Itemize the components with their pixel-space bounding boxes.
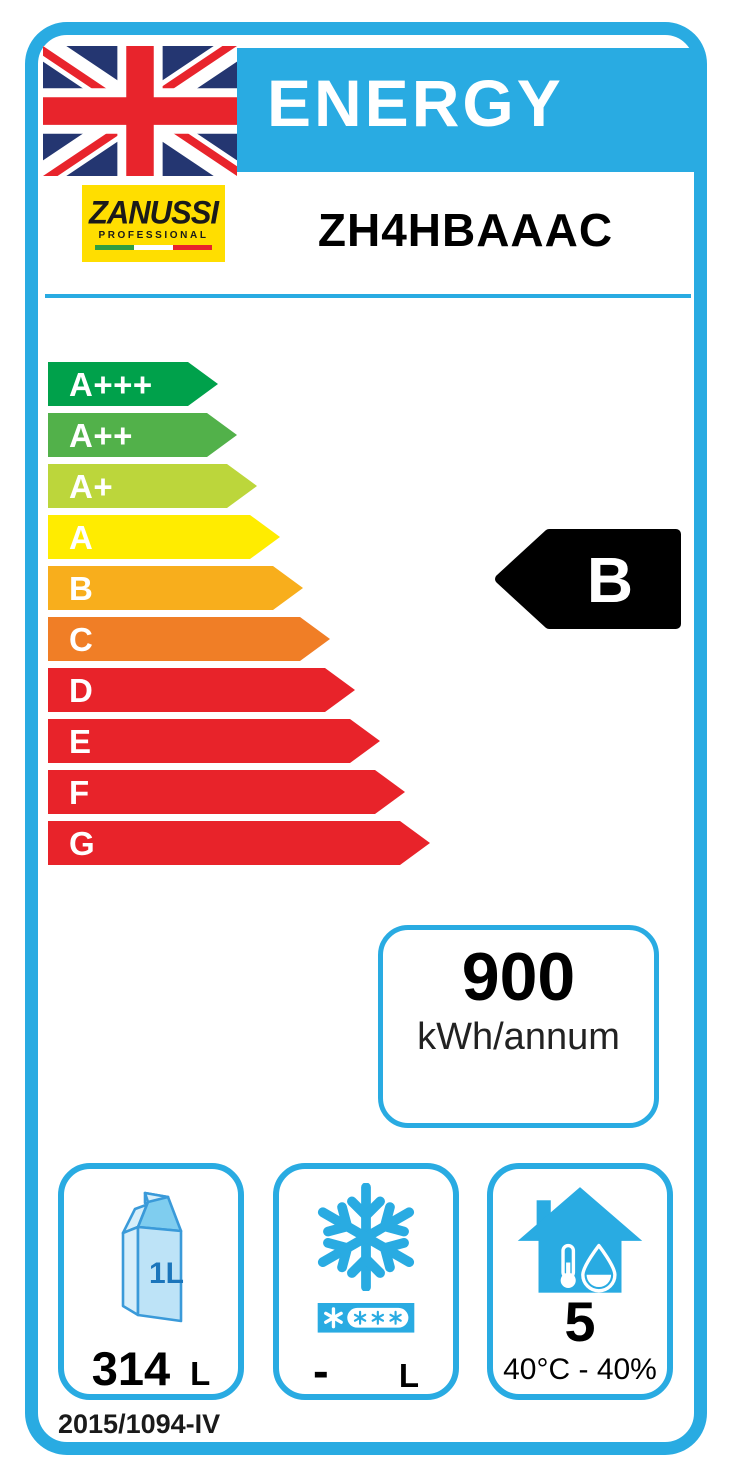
rating-scale-grade-label: D — [69, 671, 94, 709]
freezer-volume-value: - — [313, 1344, 329, 1397]
freezer-volume-box: - L — [273, 1163, 459, 1400]
brand-logo: ZANUSSI PROFESSIONAL — [82, 185, 225, 262]
rating-scale-grade-label: A+++ — [69, 365, 153, 403]
house-icon — [517, 1187, 643, 1293]
climate-class-box: 5 40°C - 40% — [487, 1163, 673, 1400]
energy-banner: ENERGY — [237, 48, 694, 172]
model-number: ZH4HBAAAC — [317, 204, 614, 256]
rating-scale-grade-label: F — [69, 773, 90, 811]
climate-condition: 40°C - 40% — [503, 1353, 657, 1387]
union-jack-flag-icon — [43, 46, 237, 176]
brand-subtitle: PROFESSIONAL — [98, 230, 209, 241]
carton-volume-label: 1L — [149, 1257, 184, 1290]
rating-scale-grade-label: A++ — [69, 416, 133, 454]
rating-scale-arrow-appp: A+++ — [48, 362, 218, 406]
rating-scale-grade-label: E — [69, 722, 92, 760]
rating-scale-arrow-app: A++ — [48, 413, 237, 457]
rating-scale-arrow-g: G — [48, 821, 430, 865]
rating-scale-grade-label: G — [69, 824, 96, 862]
header-divider — [45, 294, 691, 298]
regulation-reference: 2015/1094-IV — [58, 1409, 221, 1439]
rating-scale-arrow-a: A — [48, 515, 280, 559]
freezer-star-rating-icon — [317, 1303, 415, 1333]
rating-scale-grade-label: A — [69, 518, 94, 556]
rating-scale-arrow-b: B — [48, 566, 303, 610]
rating-scale-arrow-d: D — [48, 668, 355, 712]
energy-title: ENERGY — [267, 66, 564, 140]
italian-flag-stripe-icon — [94, 245, 213, 250]
rating-scale-arrow-f: F — [48, 770, 405, 814]
rating-scale-arrow-c: C — [48, 617, 330, 661]
milk-carton-icon: 1L — [121, 1191, 184, 1323]
rating-scale-arrow-ap: A+ — [48, 464, 257, 508]
energy-consumption-box: 900 kWh/annum — [378, 925, 659, 1128]
current-rating-arrow: B — [495, 529, 681, 629]
rating-scale-grade-label: C — [69, 620, 94, 658]
consumption-value: 900 — [461, 939, 576, 1015]
rating-scale-grade-label: A+ — [69, 467, 114, 505]
climate-class-value: 5 — [564, 1290, 596, 1353]
fridge-volume-unit: L — [190, 1355, 211, 1392]
fridge-volume-value: 314 — [91, 1342, 171, 1395]
consumption-unit: kWh/annum — [417, 1016, 620, 1059]
rating-scale-arrow-e: E — [48, 719, 380, 763]
energy-label: ENERGY ZANUSSI PROFESSIONAL ZH4HBAAAC A+… — [25, 22, 707, 1455]
rating-scale-grade-label: B — [69, 569, 94, 607]
current-rating-grade: B — [587, 544, 633, 616]
brand-name: ZANUSSI — [88, 194, 219, 231]
snowflake-icon — [317, 1183, 415, 1292]
fridge-volume-box: 1L 314 L — [58, 1163, 244, 1400]
rating-scale: A+++ A++ A+ A B C D E F G — [48, 362, 430, 872]
freezer-volume-unit: L — [398, 1357, 419, 1394]
